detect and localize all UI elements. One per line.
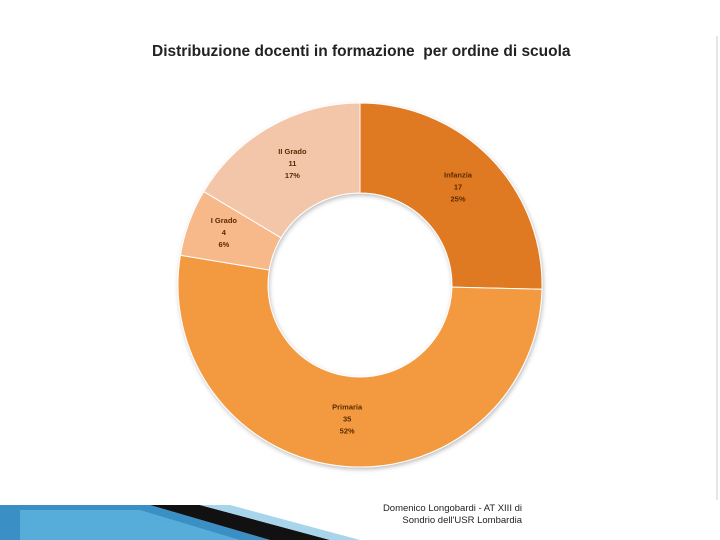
slice-ii-grado: [203, 102, 361, 239]
data-label-primaria: Primaria 35 52%: [332, 402, 363, 435]
slice-infanzia: [359, 102, 543, 290]
chart-title: Distribuzione docenti in formazione per …: [152, 43, 571, 60]
slice-primaria: [177, 254, 543, 468]
footer-decoration: [0, 505, 360, 540]
footer-credit: Domenico Longobardi - AT XIII di Sondrio…: [330, 503, 522, 527]
footer-line-2: Sondrio dell'USR Lombardia: [402, 515, 522, 526]
data-label-i-grado: I Grado 4 6%: [211, 216, 238, 249]
slide-border-line: [716, 36, 718, 500]
data-label-infanzia: Infanzia 17 25%: [444, 170, 473, 203]
data-label-ii-grado: II Grado 11 17%: [278, 147, 307, 180]
footer-line-1: Domenico Longobardi - AT XIII di: [382, 503, 522, 514]
